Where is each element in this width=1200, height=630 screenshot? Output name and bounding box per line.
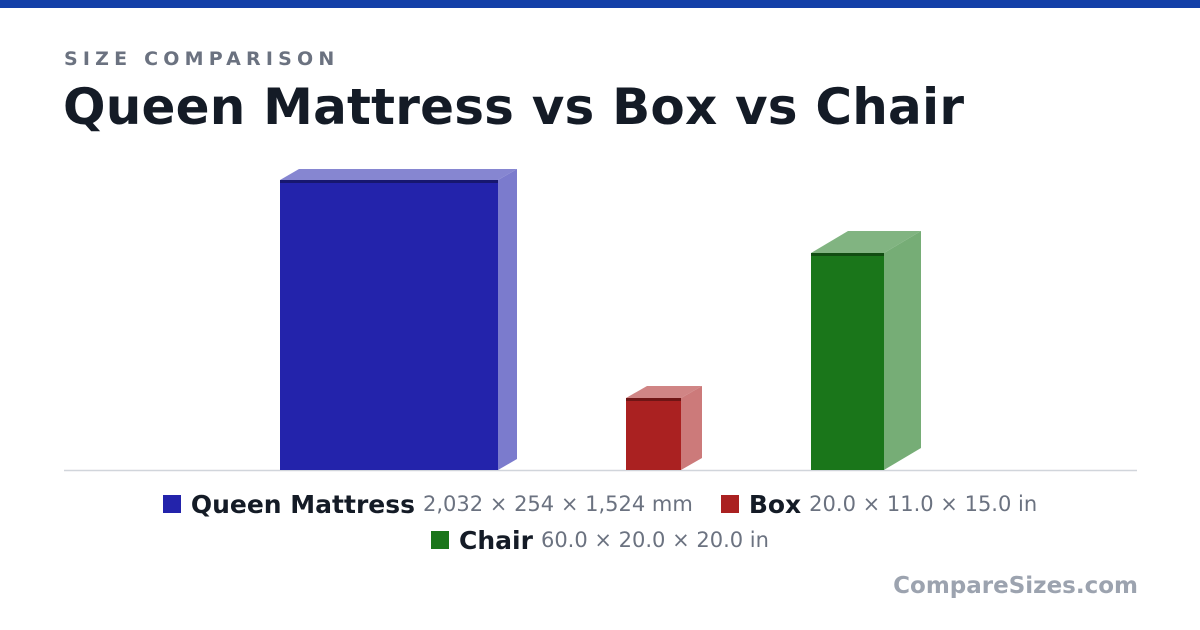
legend-item-chair: Chair 60.0 × 20.0 × 20.0 in xyxy=(431,526,769,555)
bar-top-box xyxy=(626,386,702,398)
chart-legend: Queen Mattress 2,032 × 254 × 1,524 mm Bo… xyxy=(0,486,1200,558)
legend-row-1: Queen Mattress 2,032 × 254 × 1,524 mm Bo… xyxy=(0,486,1200,522)
chart-bars xyxy=(280,169,921,470)
legend-name-queen-mattress: Queen Mattress xyxy=(190,489,415,519)
legend-dims-queen-mattress: 2,032 × 254 × 1,524 mm xyxy=(423,492,693,516)
legend-swatch-box xyxy=(720,495,739,513)
legend-row-2: Chair 60.0 × 20.0 × 20.0 in xyxy=(0,522,1200,558)
legend-item-queen-mattress: Queen Mattress 2,032 × 254 × 1,524 mm xyxy=(162,489,693,519)
legend-name-box: Box xyxy=(748,489,802,519)
bar-side-box xyxy=(681,386,702,470)
legend-dims-chair: 60.0 × 20.0 × 20.0 in xyxy=(540,528,769,552)
bar-chair xyxy=(811,253,884,470)
bar-top-edge-queen-mattress xyxy=(280,180,498,183)
page-title: Queen Mattress vs Box vs Chair xyxy=(63,78,965,136)
bar-side-queen-mattress xyxy=(498,169,517,470)
bar-top-chair xyxy=(811,231,921,253)
brand-watermark: CompareSizes.com xyxy=(893,573,1138,599)
bar-queen-mattress xyxy=(280,180,498,470)
bar-side-chair xyxy=(884,231,921,470)
legend-swatch-chair xyxy=(431,531,450,549)
legend-item-box: Box 20.0 × 11.0 × 15.0 in xyxy=(720,489,1038,519)
bar-top-edge-box xyxy=(626,398,681,401)
eyebrow-label: SIZE COMPARISON xyxy=(64,48,340,70)
legend-swatch-queen-mattress xyxy=(162,495,181,513)
legend-name-chair: Chair xyxy=(459,525,533,555)
top-accent-bar xyxy=(0,0,1200,8)
bar-top-queen-mattress xyxy=(280,169,517,180)
bar-box xyxy=(626,398,681,470)
legend-dims-box: 20.0 × 11.0 × 15.0 in xyxy=(809,492,1038,516)
bar-top-edge-chair xyxy=(811,253,884,256)
